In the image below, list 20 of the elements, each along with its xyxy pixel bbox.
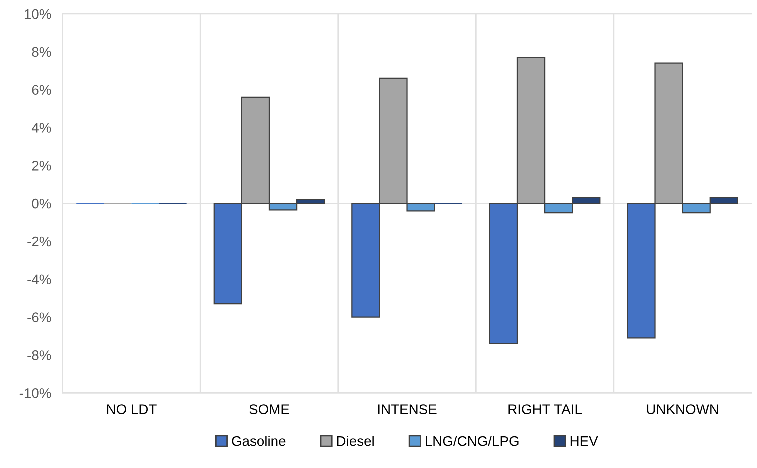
y-tick-label: 10% [24,9,52,20]
y-tick-label: 8% [32,47,52,58]
legend-label: Diesel [337,436,374,446]
y-tick-label: 4% [32,123,52,133]
x-tick-label: INTENSE [378,404,437,414]
x-tick-label: NO LDT [107,404,157,414]
y-tick-label: -2% [28,236,52,247]
y-tick-label: -10% [20,388,52,398]
x-tick-label: UNKNOWN [647,404,718,414]
y-tick-label: -8% [28,350,52,360]
y-tick-label: -4% [28,274,52,285]
legend-label: HEV [570,436,598,446]
y-tick-label: 2% [32,161,52,171]
y-tick-label: -6% [28,312,52,322]
legend-label: LNG/CNG/LPG [426,436,519,446]
y-tick-label: 6% [32,85,52,96]
x-tick-label: RIGHT TAIL [508,404,582,414]
legend-label: Gasoline [232,436,286,446]
x-tick-label: SOME [250,404,290,414]
y-tick-label: 0% [32,198,52,209]
